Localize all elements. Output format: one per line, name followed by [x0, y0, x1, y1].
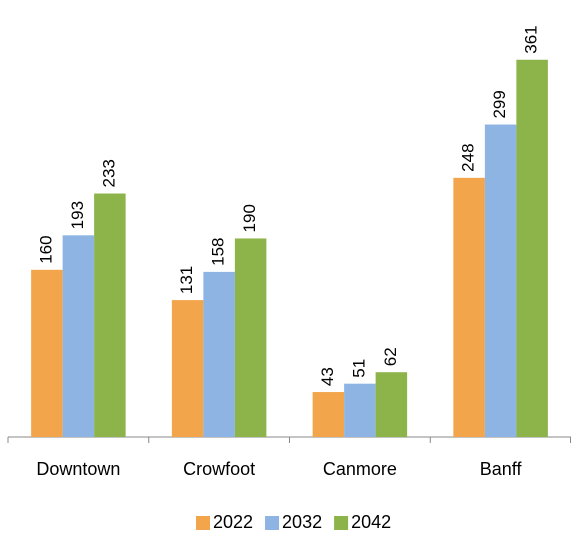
value-label: 131 — [177, 266, 196, 294]
value-label: 233 — [99, 159, 118, 187]
legend-swatch — [334, 516, 349, 530]
bar — [94, 193, 126, 437]
value-label: 361 — [522, 25, 541, 53]
legend-swatch — [265, 516, 280, 530]
bar — [171, 300, 204, 437]
legend-label: 2022 — [213, 512, 253, 532]
bar — [203, 271, 235, 437]
value-label: 51 — [349, 359, 368, 378]
value-label: 299 — [490, 90, 509, 118]
bar — [484, 124, 517, 438]
value-label: 158 — [209, 238, 228, 266]
bar — [375, 372, 408, 437]
bar — [516, 59, 548, 437]
bar — [31, 269, 63, 437]
value-label: 193 — [68, 201, 87, 229]
bar — [453, 177, 485, 437]
value-label: 248 — [459, 143, 478, 171]
value-label: 190 — [240, 204, 259, 232]
legend-swatch — [196, 516, 210, 530]
x-tick-label: Canmore — [323, 459, 397, 479]
value-label: 62 — [381, 347, 400, 366]
bar — [344, 383, 376, 437]
value-label: 43 — [318, 367, 337, 386]
x-tick-label: Downtown — [36, 459, 120, 479]
legend-label: 2032 — [282, 512, 322, 532]
x-tick-label: Crowfoot — [183, 459, 255, 479]
value-label: 160 — [36, 235, 55, 263]
legend-label: 2042 — [351, 512, 391, 532]
bar — [62, 235, 95, 437]
bar — [234, 238, 267, 437]
x-tick-label: Banff — [480, 459, 523, 479]
bar — [312, 392, 345, 437]
